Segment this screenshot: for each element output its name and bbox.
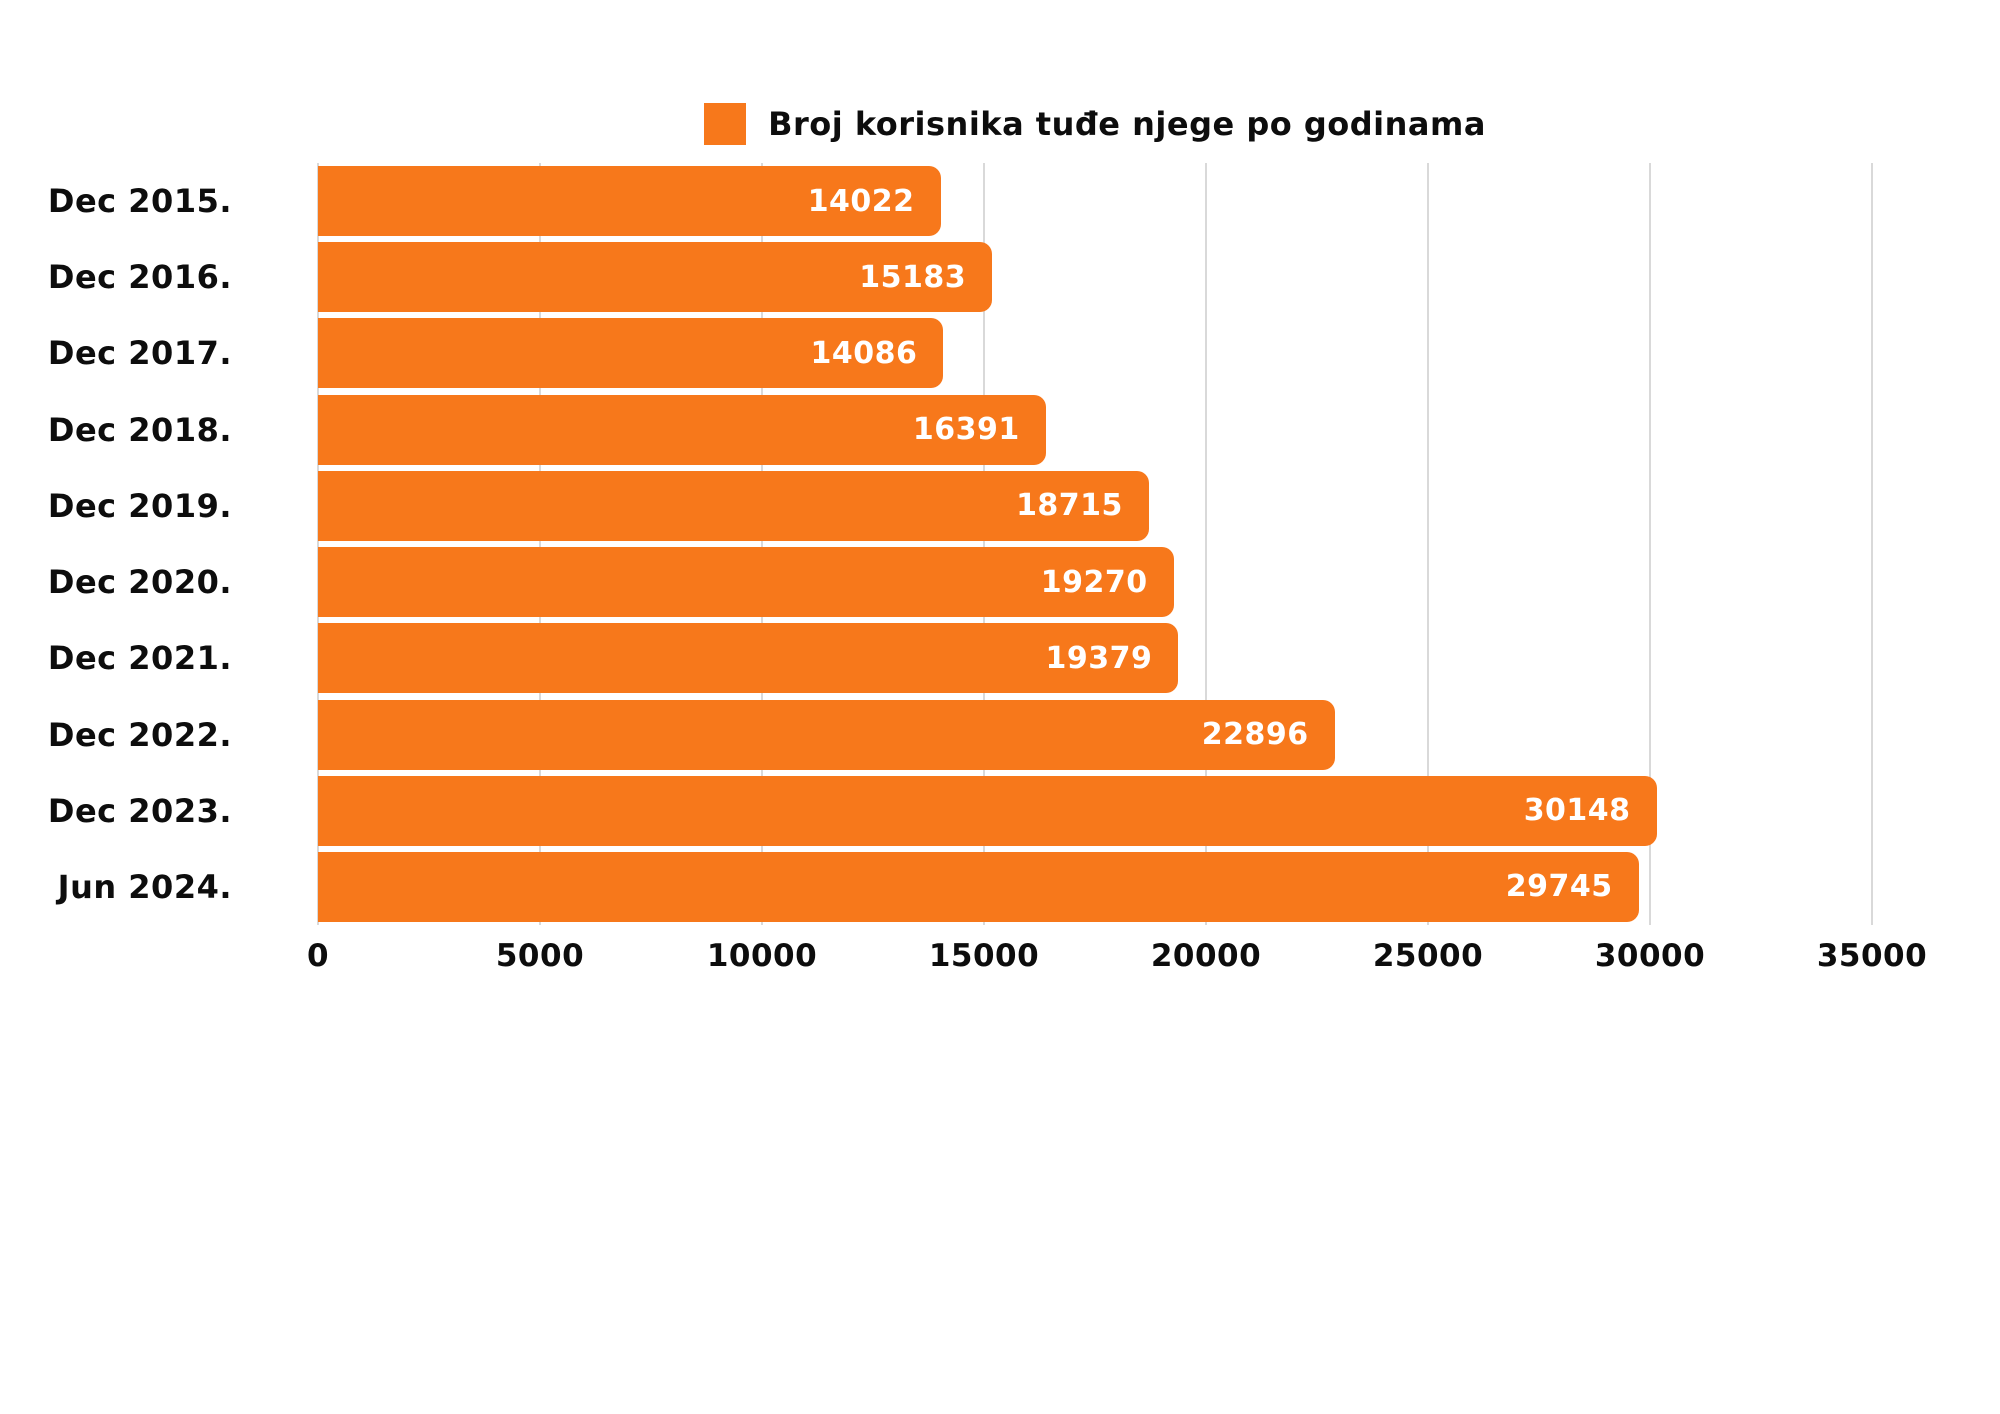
legend-label: Broj korisnika tuđe njege po godinama xyxy=(768,105,1486,143)
y-axis-label: Dec 2023. xyxy=(47,791,232,830)
bar-value-label: 19379 xyxy=(1045,640,1153,676)
bar: 14022 xyxy=(318,166,941,236)
y-axis-label: Dec 2016. xyxy=(47,258,232,297)
bar-value-label: 30148 xyxy=(1523,793,1631,829)
bar-row: 29745 xyxy=(318,851,1872,922)
gridline xyxy=(1427,163,1429,925)
y-axis-label: Dec 2018. xyxy=(47,410,232,449)
bar-row: 14022 xyxy=(318,166,1872,236)
x-axis-tick-label: 10000 xyxy=(706,938,818,974)
legend-swatch xyxy=(704,103,747,145)
gridline xyxy=(1871,163,1873,925)
bar-value-label: 14022 xyxy=(807,183,915,219)
x-axis-tick-label: 0 xyxy=(306,938,330,974)
bar-value-label: 18715 xyxy=(1016,488,1123,524)
bar: 19270 xyxy=(318,547,1174,618)
y-axis-label: Jun 2024. xyxy=(57,867,232,906)
plot-area xyxy=(317,163,1873,925)
bar-row: 22896 xyxy=(318,699,1872,770)
y-axis-labels: Dec 2015. Dec 2016. Dec 2017. Dec 2018. Dec … xyxy=(0,166,232,922)
bar: 22896 xyxy=(318,699,1335,770)
x-axis-tick-label: 20000 xyxy=(1150,938,1262,974)
gridline xyxy=(317,163,319,925)
bar-row: 19270 xyxy=(318,547,1872,618)
bar-value-label: 14086 xyxy=(810,335,918,371)
x-axis-tick-label: 25000 xyxy=(1372,938,1484,974)
y-axis-label: Dec 2020. xyxy=(47,563,232,602)
x-axis-tick-label: 5000 xyxy=(495,938,585,974)
x-axis: 0 5000 10000 15000 20000 25000 30000 35000 xyxy=(307,938,1927,988)
bar: 14086 xyxy=(318,318,944,389)
y-axis-label: Dec 2017. xyxy=(47,334,232,373)
y-axis-label: Dec 2015. xyxy=(47,182,232,220)
bar-rows: 14022 15183 14086 16391 18715 19270 19379 22896… xyxy=(318,166,1872,922)
bar-row: 15183 xyxy=(318,242,1872,313)
legend: Broj korisnika tuđe njege po godinama xyxy=(318,103,1872,145)
x-axis-tick-label: 30000 xyxy=(1594,938,1706,974)
gridline xyxy=(1205,163,1207,925)
gridline xyxy=(1649,163,1651,925)
bar: 19379 xyxy=(318,623,1179,694)
bar-row: 19379 xyxy=(318,623,1872,694)
gridline xyxy=(761,163,763,925)
bar-row: 14086 xyxy=(318,318,1872,389)
bar: 30148 xyxy=(318,775,1657,846)
bar-value-label: 22896 xyxy=(1201,717,1309,753)
bar-row: 30148 xyxy=(318,775,1872,846)
y-axis-label: Dec 2019. xyxy=(47,486,232,525)
x-axis-tick-label: 15000 xyxy=(928,938,1040,974)
gridline xyxy=(983,163,985,925)
bar-row: 16391 xyxy=(318,394,1872,465)
bar-row: 18715 xyxy=(318,470,1872,541)
gridline xyxy=(539,163,541,925)
bar-value-label: 15183 xyxy=(859,259,967,295)
bar: 15183 xyxy=(318,242,993,313)
y-axis-label: Dec 2022. xyxy=(47,715,232,754)
x-axis-tick-label: 35000 xyxy=(1816,938,1928,974)
bar: 29745 xyxy=(318,851,1639,922)
bar: 16391 xyxy=(318,394,1046,465)
bar-value-label: 16391 xyxy=(912,412,1020,448)
bar-value-label: 29745 xyxy=(1505,869,1613,905)
bar-value-label: 19270 xyxy=(1040,564,1148,600)
y-axis-label: Dec 2021. xyxy=(47,639,232,678)
bar: 18715 xyxy=(318,470,1149,541)
